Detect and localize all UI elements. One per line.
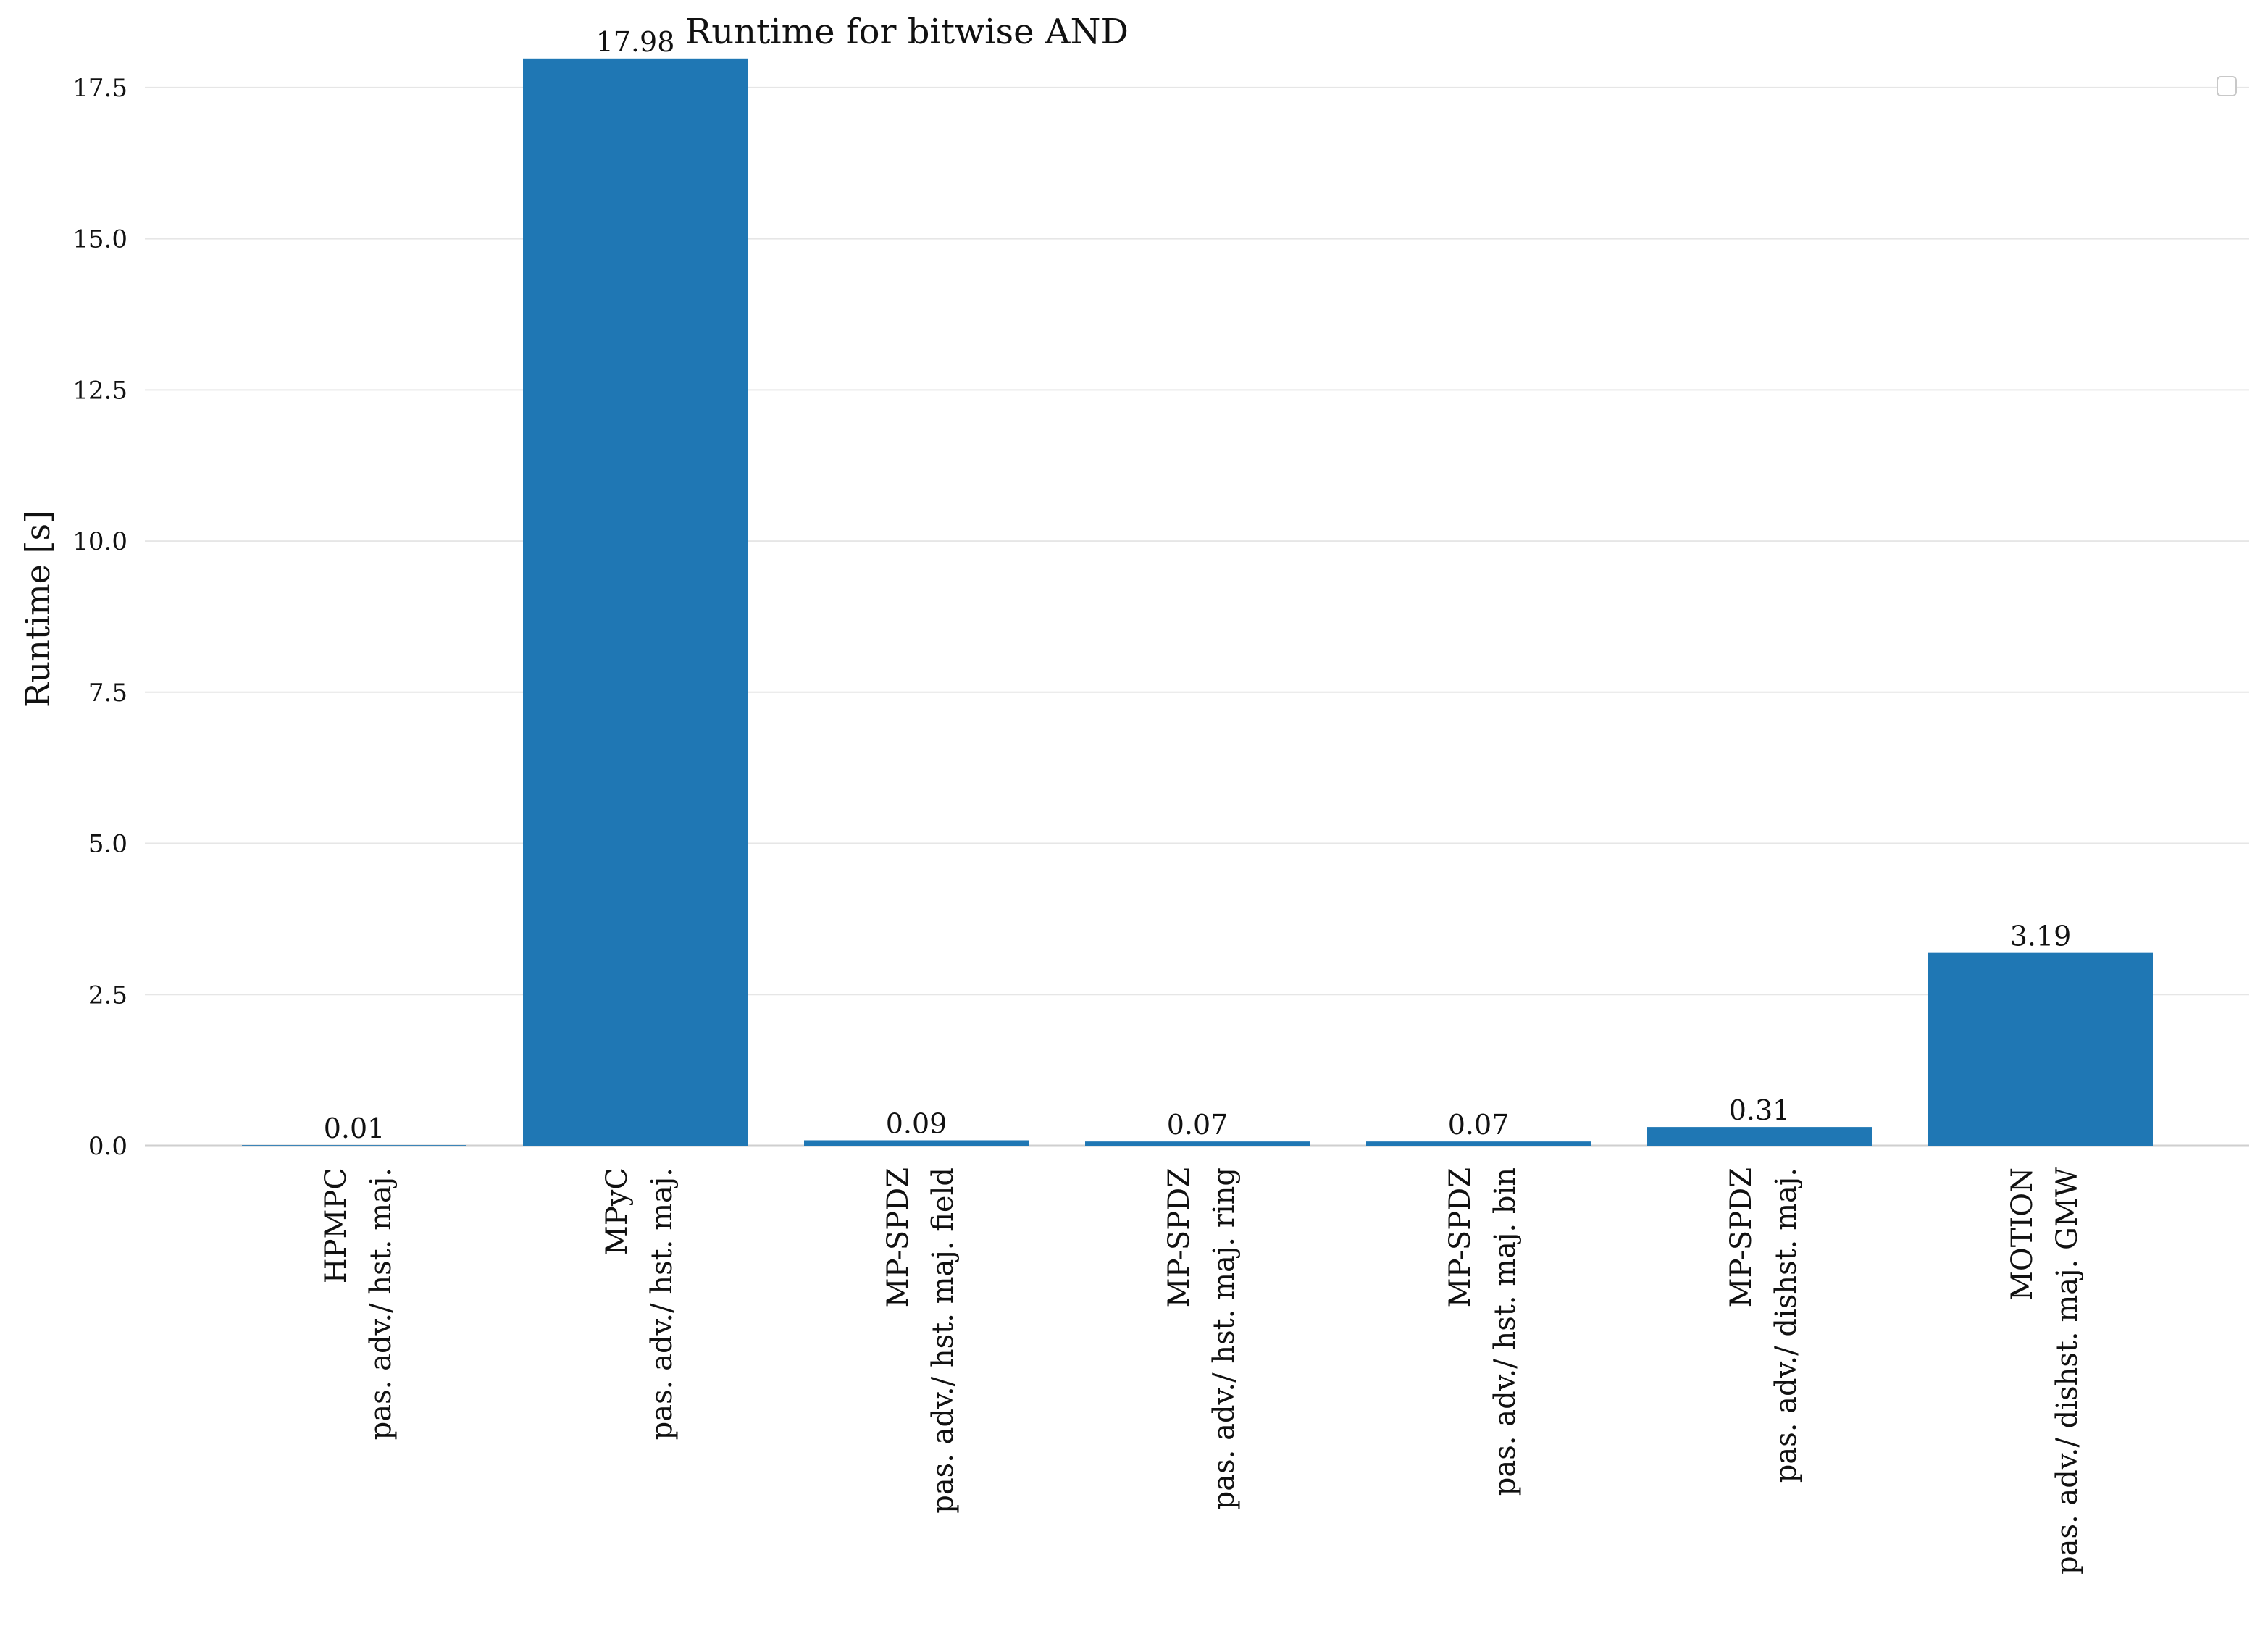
x-tick-label-line2: pas. adv./ dishst. maj. GMW — [2051, 1167, 2084, 1575]
x-tick-label-line1: MPyC — [601, 1167, 634, 1255]
x-tick-label-line2: pas. adv./ hst. maj. bin — [1489, 1167, 1522, 1496]
x-tick-label-line2: pas. adv./ hst. maj. — [645, 1167, 679, 1440]
x-tick-label-line2: pas. adv./ dishst. maj. — [1770, 1167, 1803, 1483]
x-tick-label-line1: MP-SPDZ — [1725, 1167, 1758, 1307]
y-tick-label: 17.5 — [72, 74, 127, 103]
bar — [523, 58, 748, 1146]
bar-value-label: 0.01 — [324, 1112, 385, 1144]
legend-box — [2217, 76, 2237, 96]
x-tick-label-line2: pas. adv./ hst. maj. field — [926, 1167, 960, 1514]
bar — [242, 1145, 466, 1146]
x-tick-label: HPMPC pas. adv./ hst. maj. — [319, 1167, 398, 1440]
x-axis-ticks: HPMPC pas. adv./ hst. maj. MPyC pas. adv./ … — [319, 1167, 2084, 1575]
data-labels: 0.01 17.98 0.09 0.07 0.07 0.31 3.19 — [324, 26, 2072, 1144]
bar — [1928, 952, 2153, 1146]
y-axis-label: Runtime [s] — [18, 511, 57, 708]
bar — [1085, 1141, 1310, 1146]
y-axis-ticks: 0.0 2.5 5.0 7.5 10.0 12.5 15.0 17.5 — [72, 74, 127, 1161]
x-tick-label-line2: pas. adv./ hst. maj. — [364, 1167, 398, 1440]
y-tick-label: 7.5 — [88, 679, 127, 708]
x-tick-label-line2: pas. adv./ hst. maj. ring — [1208, 1167, 1241, 1509]
x-tick-label-line1: MP-SPDZ — [1163, 1167, 1196, 1307]
grid-lines — [145, 86, 2249, 1147]
y-tick-label: 0.0 — [88, 1132, 127, 1161]
bars — [242, 58, 2153, 1146]
bar-value-label: 0.09 — [886, 1107, 947, 1139]
bar-value-label: 17.98 — [596, 26, 675, 58]
bar — [1366, 1141, 1591, 1146]
y-tick-label: 2.5 — [88, 981, 127, 1010]
y-tick-label: 15.0 — [72, 225, 127, 254]
x-tick-label-line1: HPMPC — [319, 1167, 353, 1283]
x-tick-label: MPyC pas. adv./ hst. maj. — [601, 1167, 679, 1440]
x-tick-label-line1: MP-SPDZ — [882, 1167, 915, 1307]
bar — [1647, 1127, 1872, 1146]
x-tick-label-line1: MOTION — [2006, 1167, 2039, 1301]
x-tick-label-line1: MP-SPDZ — [1444, 1167, 1477, 1307]
chart-title: Runtime for bitwise AND — [685, 12, 1129, 52]
bar-value-label: 3.19 — [2010, 921, 2072, 952]
bar — [804, 1140, 1029, 1146]
x-tick-label: MOTION pas. adv./ dishst. maj. GMW — [2006, 1167, 2084, 1575]
bar-value-label: 0.07 — [1448, 1109, 1510, 1141]
bar-value-label: 0.07 — [1167, 1109, 1229, 1141]
x-tick-label: MP-SPDZ pas. adv./ hst. maj. ring — [1163, 1167, 1241, 1509]
x-tick-label: MP-SPDZ pas. adv./ dishst. maj. — [1725, 1167, 1803, 1483]
x-tick-label: MP-SPDZ pas. adv./ hst. maj. bin — [1444, 1167, 1522, 1496]
bar-value-label: 0.31 — [1729, 1094, 1791, 1126]
x-tick-label: MP-SPDZ pas. adv./ hst. maj. field — [882, 1167, 960, 1514]
y-tick-label: 12.5 — [72, 376, 127, 405]
y-tick-label: 10.0 — [72, 527, 127, 556]
y-tick-label: 5.0 — [88, 830, 127, 859]
